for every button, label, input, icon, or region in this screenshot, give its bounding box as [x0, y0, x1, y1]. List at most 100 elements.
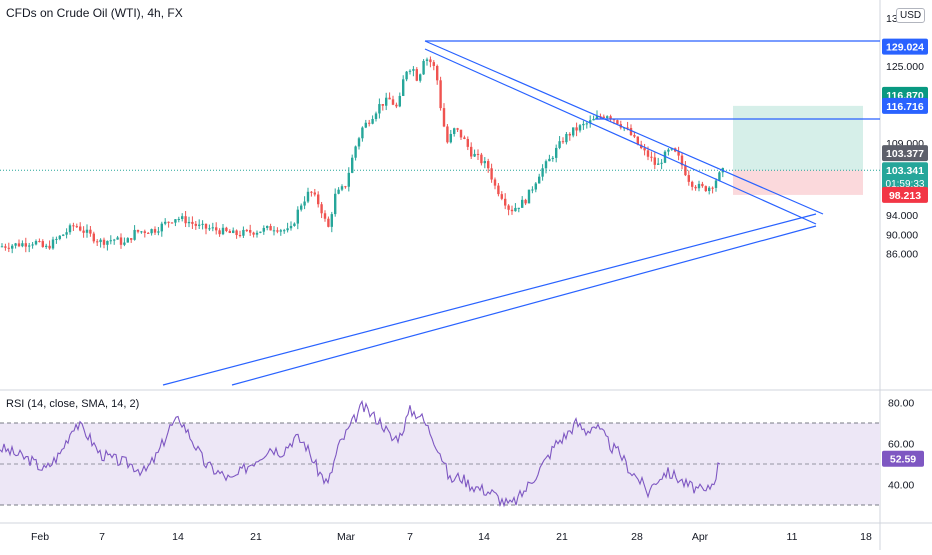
candle-body: [201, 223, 204, 225]
candle-body: [303, 201, 306, 206]
candle-body: [85, 229, 89, 233]
candle-body: [606, 116, 609, 118]
candle-body: [119, 237, 123, 245]
candle-body: [330, 214, 333, 227]
stop-price-tag: 98.213: [889, 190, 921, 202]
candle-body: [160, 223, 163, 232]
symbol-title[interactable]: CFDs on Crude Oil (WTI), 4h, FX: [6, 6, 183, 20]
candle-body: [310, 191, 313, 193]
candle-body: [670, 148, 673, 150]
candle-body: [68, 225, 72, 233]
candle-body: [507, 205, 510, 210]
candle-body: [466, 138, 469, 147]
candle-body: [470, 146, 473, 157]
candle-body: [425, 59, 429, 61]
candle-body: [361, 127, 364, 139]
candle-body: [487, 161, 490, 169]
candle-body: [408, 70, 412, 72]
candle-body: [405, 71, 408, 80]
candle-body: [626, 127, 629, 129]
candle-body: [578, 125, 582, 131]
candle-body: [279, 230, 282, 232]
candle-body: [11, 245, 14, 249]
candle-body: [510, 209, 514, 212]
candle-body: [123, 242, 126, 245]
candle-body: [633, 135, 636, 137]
candle-body: [136, 229, 140, 232]
candle-body: [459, 129, 463, 138]
candle-body: [211, 227, 214, 229]
candle-body: [218, 230, 221, 235]
candle-body: [286, 228, 289, 231]
current-price-tag: 103.341: [886, 165, 924, 177]
candle-body: [422, 60, 425, 75]
candle-body: [374, 113, 378, 120]
candle-body: [354, 146, 357, 158]
currency-badge[interactable]: USD: [896, 8, 926, 23]
candle-body: [398, 95, 401, 107]
candle-body: [500, 194, 503, 199]
price-tick-label: 90.000: [886, 229, 918, 241]
rsi-value-tag-bg: [882, 450, 924, 467]
candle-body: [300, 205, 303, 210]
rsi-band: [0, 423, 880, 505]
candle-body: [58, 235, 61, 239]
candle-body: [419, 74, 422, 81]
candle-body: [191, 221, 194, 224]
time-tick-label: 11: [787, 531, 798, 543]
candle-body: [646, 150, 650, 157]
candle-body: [157, 231, 160, 233]
candle-body: [232, 230, 235, 233]
candle-body: [514, 207, 517, 212]
candle-body: [595, 116, 599, 119]
candle-body: [385, 97, 388, 106]
candle-body: [337, 189, 340, 194]
candle-body: [48, 245, 51, 249]
candle-body: [55, 238, 58, 240]
candle-body: [334, 193, 337, 215]
candle-body: [388, 97, 391, 100]
candle-body: [164, 221, 167, 224]
candle-body: [75, 226, 78, 228]
upper-trendline-inner: [424, 48, 817, 225]
price-tags: 129.024116.870116.716103.377103.34101:59…: [882, 38, 928, 467]
candle-body: [667, 149, 670, 152]
stop-price-tag-bg: [882, 186, 928, 203]
candle-body: [687, 175, 690, 182]
candle-body: [313, 192, 316, 195]
candle-body: [24, 243, 27, 247]
candle-body: [364, 122, 367, 128]
rsi-line: [0, 399, 721, 508]
loss-zone: [733, 170, 863, 195]
candle-body: [432, 62, 435, 66]
candle-body: [684, 165, 687, 176]
time-tick-label: 21: [556, 531, 568, 543]
candle-body: [711, 187, 714, 189]
candle-body: [340, 186, 344, 190]
candle-body: [473, 153, 476, 157]
candle-body: [582, 123, 585, 126]
candle-body: [17, 243, 21, 247]
rsi-title[interactable]: RSI (14, close, SMA, 14, 2): [6, 398, 140, 410]
candle-body: [225, 227, 228, 232]
candle-body: [436, 65, 439, 81]
candle-body: [650, 156, 653, 158]
top-line-price-tag-bg: [882, 38, 928, 55]
candle-body: [4, 246, 7, 248]
candle-body: [99, 239, 102, 243]
time-tick-label: 18: [860, 531, 872, 543]
candle-body: [517, 207, 520, 209]
candle-body: [184, 216, 187, 224]
candle-body: [643, 148, 646, 151]
candle-body: [704, 186, 707, 191]
time-tick-label: 7: [99, 531, 105, 543]
candle-body: [272, 230, 276, 232]
candle-body: [344, 186, 347, 188]
candle-body: [480, 154, 483, 164]
candle-body: [276, 230, 279, 232]
candle-body: [429, 59, 432, 63]
position-zones: [0, 105, 880, 195]
candle-body: [262, 227, 265, 232]
candle-body: [694, 186, 697, 189]
